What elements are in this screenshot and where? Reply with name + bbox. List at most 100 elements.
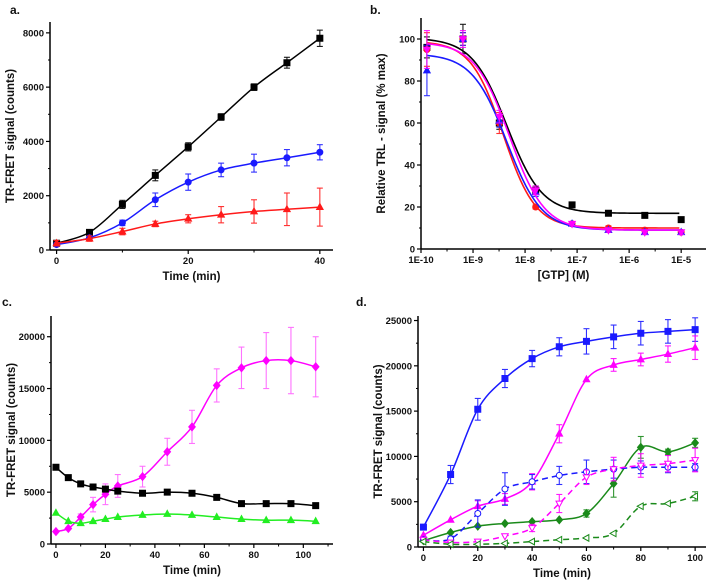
y-tick-label: 20000 <box>386 361 412 372</box>
data-point-triangle-up <box>636 354 645 363</box>
x-tick-label: 100 <box>687 553 703 564</box>
data-point-triangle-up <box>76 518 85 527</box>
x-tick-label: 1E-10 <box>408 255 433 266</box>
x-tick-label: 0 <box>53 550 58 561</box>
data-point-square <box>188 489 196 497</box>
data-point-square <box>118 200 126 208</box>
series-3 <box>419 435 700 546</box>
x-axis-label: Time (min) <box>163 565 221 577</box>
data-point-square <box>85 228 93 236</box>
data-point-triangle-up <box>101 514 110 523</box>
x-tick-label: 40 <box>527 553 538 564</box>
data-point-square <box>101 485 109 493</box>
y-tick-label: 0 <box>39 246 44 257</box>
data-point-triangle-up <box>138 510 147 518</box>
data-point-square <box>568 201 576 209</box>
data-point-triangle-up <box>64 516 73 525</box>
data-point-diamond <box>446 527 455 538</box>
fit-curve <box>426 38 680 215</box>
y-tick-label: 15000 <box>386 407 412 418</box>
y-axis-label: TR-FRET signal (counts) <box>6 363 18 497</box>
data-point-triangle-left <box>445 540 454 549</box>
data-point-triangle-left <box>554 535 563 544</box>
data-point-triangle-down <box>531 187 540 195</box>
x-tick-label: 100 <box>295 550 311 561</box>
series-line <box>56 151 320 246</box>
data-point-triangle-down <box>458 36 468 44</box>
y-tick-label: 20000 <box>19 332 45 343</box>
x-tick-label: 20 <box>183 256 194 267</box>
y-tick-label: 25000 <box>386 316 412 327</box>
data-point-circle <box>250 159 258 167</box>
data-point-diamond <box>311 362 320 372</box>
data-point-triangle-up <box>52 238 61 247</box>
data-point-triangle-down <box>527 525 537 533</box>
y-axis-label: TR-FRET signal (counts) <box>373 364 385 498</box>
data-point-square <box>419 523 427 531</box>
y-tick-label: 60 <box>404 119 415 130</box>
y-tick-label: 0 <box>40 540 45 551</box>
data-point-diamond <box>500 518 509 529</box>
y-tick-label: 8000 <box>23 28 44 39</box>
data-point-diamond <box>555 515 564 525</box>
y-tick-label: 0 <box>410 245 415 256</box>
series-1 <box>51 326 320 537</box>
series-2 <box>423 32 685 236</box>
y-tick-label: 10000 <box>386 452 412 463</box>
series-2 <box>53 144 324 248</box>
data-point-triangle-down <box>555 500 564 509</box>
data-point-square <box>316 34 324 42</box>
data-point-triangle-left <box>500 539 508 548</box>
data-point-diamond <box>188 422 196 432</box>
x-tick-label: 60 <box>199 550 210 561</box>
data-point-triangle-up <box>422 65 432 74</box>
y-tick-label: 5000 <box>391 497 412 508</box>
data-point-triangle-up <box>446 515 455 523</box>
data-point-square <box>283 59 291 67</box>
data-point-triangle-down <box>663 460 673 469</box>
y-tick-label: 100 <box>399 35 415 46</box>
data-point-triangle-left <box>418 537 427 546</box>
y-axis-label: TR-FRET signal (counts) <box>5 69 17 203</box>
data-point-triangle-up <box>315 202 324 211</box>
x-tick-label: 1E-5 <box>671 255 692 266</box>
data-point-triangle-down <box>422 46 432 55</box>
fit-curve <box>426 41 680 229</box>
data-point-square <box>501 375 509 383</box>
panel-label: c. <box>2 295 12 309</box>
data-point-triangle-up <box>311 516 320 525</box>
data-point-square <box>312 502 320 510</box>
data-point-triangle-down <box>604 227 613 235</box>
data-point-triangle-left <box>636 502 644 511</box>
data-point-diamond <box>89 499 98 510</box>
x-tick-label: 40 <box>150 550 161 561</box>
data-point-triangle-up <box>216 210 226 218</box>
data-point-square <box>474 405 482 413</box>
data-point-triangle-up <box>249 206 259 215</box>
x-axis-label: Time (min) <box>163 271 221 283</box>
data-point-circle <box>501 485 509 493</box>
data-point-square <box>237 500 245 508</box>
panel-label: b. <box>370 3 381 17</box>
data-point-triangle-down <box>690 457 700 465</box>
data-point-square <box>139 489 147 497</box>
series-2 <box>52 463 320 510</box>
data-point-triangle-up <box>609 360 618 368</box>
data-point-circle <box>555 472 563 479</box>
data-point-square <box>213 493 221 501</box>
data-point-circle <box>151 196 159 204</box>
data-point-diamond <box>582 508 591 519</box>
series-3 <box>422 32 686 236</box>
data-point-square <box>64 474 72 482</box>
data-point-circle <box>528 478 536 486</box>
data-point-square <box>114 487 122 495</box>
x-tick-label: 40 <box>315 256 326 267</box>
data-point-triangle-down <box>636 462 645 471</box>
data-point-triangle-down <box>677 229 686 237</box>
data-point-triangle-down <box>495 113 504 122</box>
data-point-diamond <box>636 442 645 453</box>
y-axis-label: Relative TRL - signal (% max) <box>376 53 388 213</box>
data-point-circle <box>118 219 126 227</box>
y-tick-label: 15000 <box>19 384 45 395</box>
data-point-triangle-up <box>51 508 61 516</box>
